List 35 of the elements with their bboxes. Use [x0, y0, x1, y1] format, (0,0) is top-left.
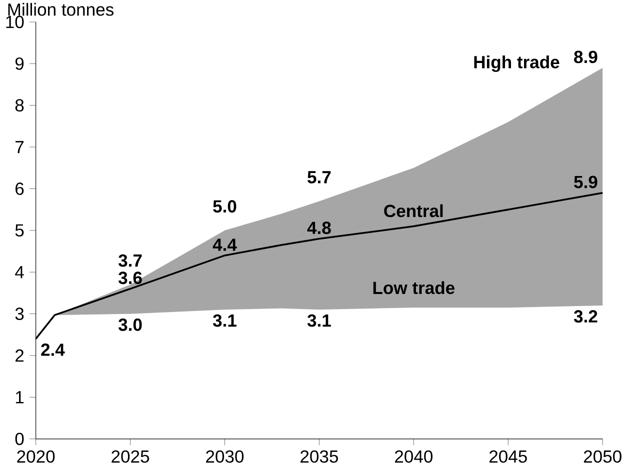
y-tick-label: 10	[6, 16, 24, 28]
x-tick-label: 2020	[17, 450, 55, 463]
annotation: 8.9	[574, 50, 598, 64]
y-axis-title: Million tonnes	[8, 3, 114, 16]
y-tick-label: 8	[15, 99, 24, 112]
y-tick-label: 7	[16, 141, 24, 154]
x-tick-label: 2025	[112, 450, 150, 463]
annotation: 3.0	[118, 318, 142, 332]
data-label: 3.6	[118, 272, 142, 284]
data-label: 2.4	[41, 344, 65, 356]
y-tick-label: 1	[16, 391, 24, 404]
annotation: High trade	[474, 56, 560, 72]
data-label: 4.4	[212, 238, 237, 251]
y-tick-label: 3	[15, 308, 24, 320]
annotation: 3.7	[118, 254, 142, 267]
data-label: 5.9	[574, 176, 598, 188]
annotation: Low trade	[373, 281, 454, 294]
y-tick-label: 5	[15, 224, 24, 237]
annotation: 3.1	[307, 314, 331, 327]
y-tick-label: 0	[15, 432, 24, 446]
annotation: 3.2	[574, 310, 598, 323]
x-tick-label: 2045	[489, 450, 527, 463]
series-label: Central	[384, 204, 443, 218]
y-tick-label: 2	[16, 350, 24, 362]
x-tick-label: 2035	[300, 450, 338, 463]
annotation: 3.1	[212, 314, 236, 327]
x-tick-label: 2030	[206, 450, 244, 463]
annotation: 5.7	[308, 171, 331, 184]
data-label: 4.8	[307, 222, 331, 234]
y-tick-label: 6	[16, 182, 24, 196]
x-tick-label: 2050	[584, 450, 622, 463]
annotation: 5.0	[213, 200, 236, 213]
x-tick-label: 2040	[395, 450, 433, 463]
y-tick-label: 9	[15, 58, 24, 70]
y-tick-label: 4	[15, 266, 24, 278]
